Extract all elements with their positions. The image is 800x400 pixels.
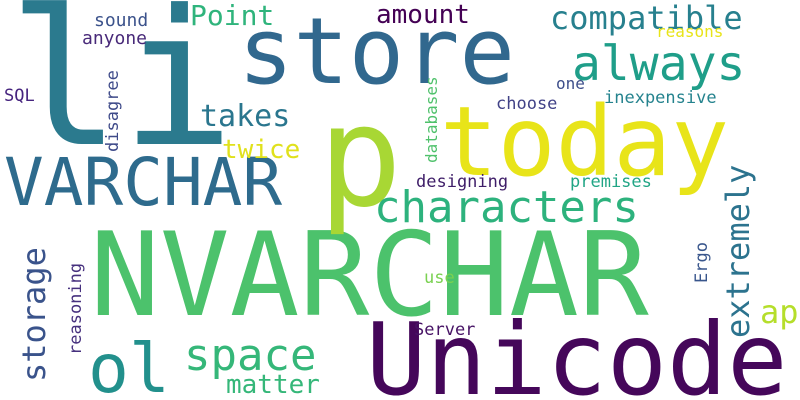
word-databases: databases [422, 76, 441, 163]
word-li: li [8, 0, 235, 189]
word-server: Server [414, 320, 476, 340]
word-storage: storage [15, 247, 53, 382]
word-varchar: VARCHAR [4, 144, 283, 221]
word-ol: ol [88, 330, 170, 400]
word-ergo: Ergo [692, 242, 712, 283]
word-compatible: compatible [550, 0, 743, 37]
word-space: space [184, 330, 317, 381]
word-point: Point [190, 0, 275, 32]
word-inexpensive: inexpensive [604, 88, 717, 108]
word-characters: characters [374, 182, 639, 233]
word-twice: twice [222, 135, 301, 165]
word-store: store [238, 0, 515, 105]
word-disagree: disagree [103, 70, 123, 152]
word-today: today [440, 86, 729, 198]
word-always: always [572, 36, 746, 92]
word-designing: designing [416, 172, 509, 192]
word-premises: premises [570, 172, 652, 192]
word-matter: matter [226, 370, 320, 400]
word-anyone: anyone [82, 28, 148, 49]
word-applications: applications [760, 293, 800, 331]
word-sound: sound [94, 10, 149, 31]
word-one: one [556, 74, 585, 93]
word-reasons: reasons [656, 22, 724, 41]
word-reasoning: reasoning [66, 262, 86, 355]
word-choose: choose [496, 94, 558, 114]
word-unicode: Unicode [366, 301, 788, 400]
word-sql: SQL [4, 86, 35, 106]
word-takes: takes [200, 99, 291, 134]
word-amount: amount [376, 0, 470, 30]
word-extremely: extremely [719, 164, 757, 338]
word-use: use [424, 268, 455, 288]
word-nvarchar: NVARCHAR [90, 208, 649, 343]
word-p: p [318, 76, 403, 239]
